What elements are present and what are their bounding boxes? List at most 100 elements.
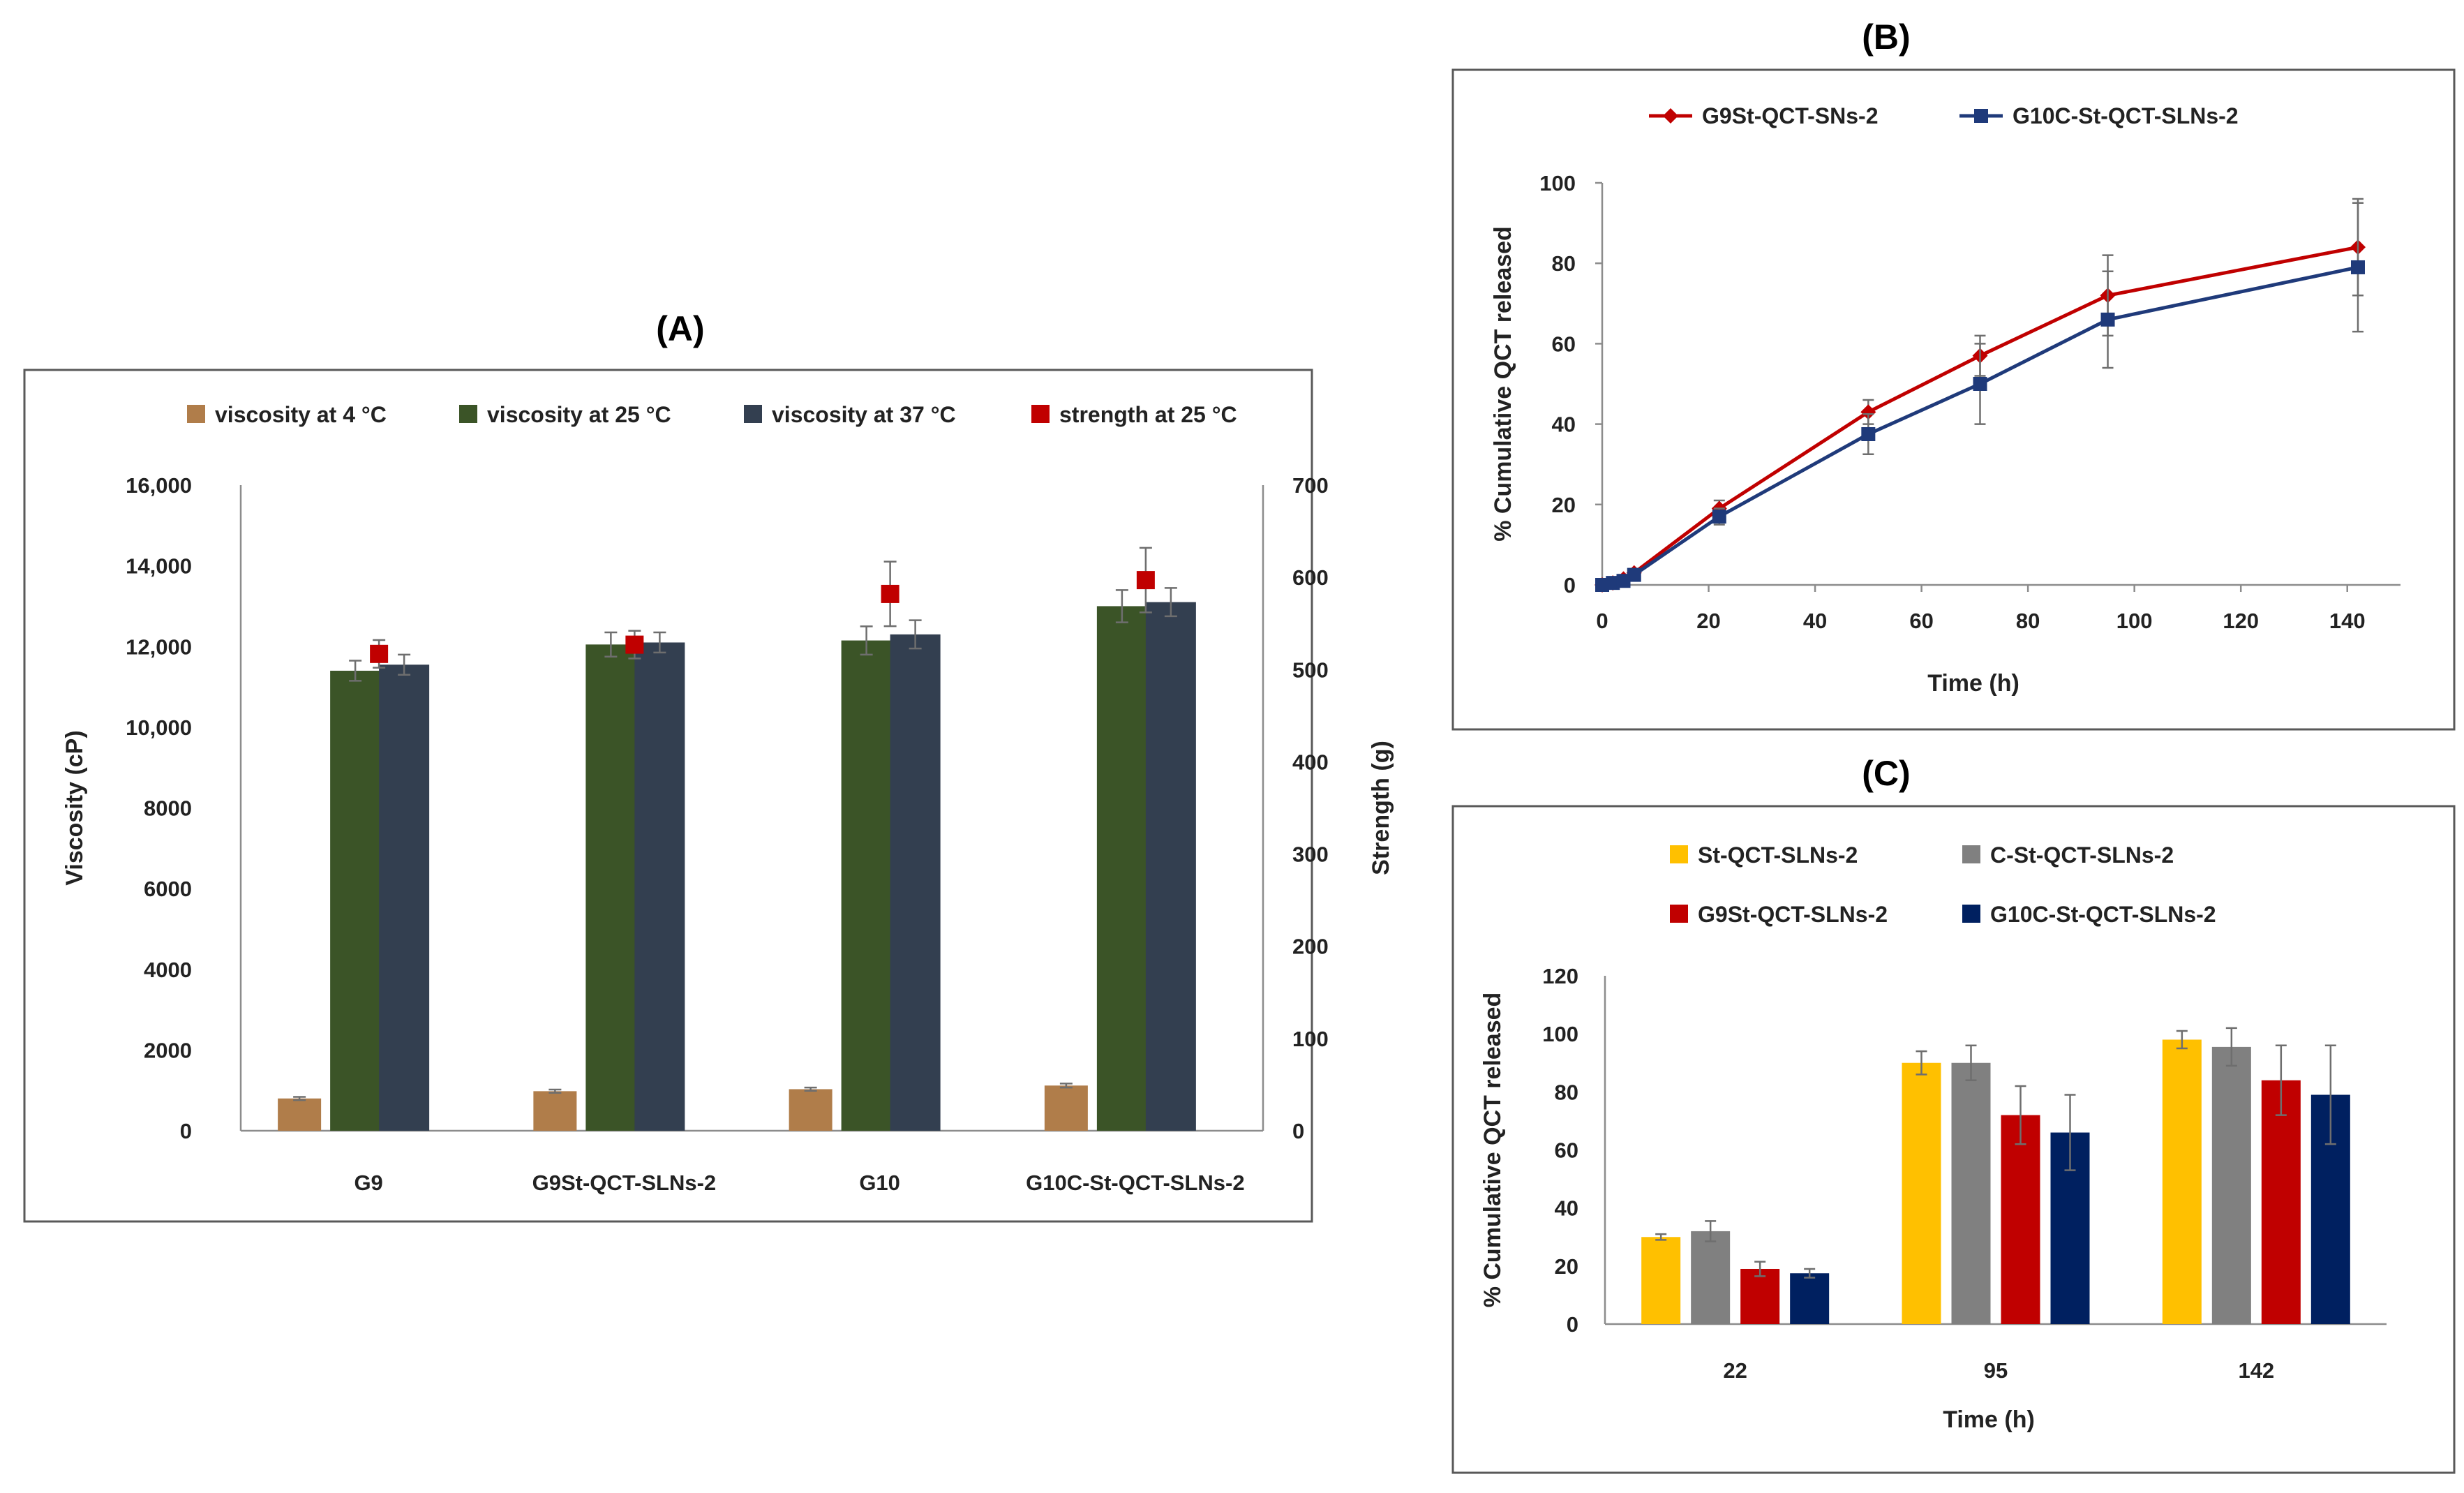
panel-b-x-tick-label: 40 — [1803, 609, 1827, 633]
panel-a-y2-tick-label: 400 — [1292, 750, 1329, 774]
panel-c-legend-swatch — [1670, 845, 1688, 863]
panel-b-label: (B) — [1862, 17, 1910, 57]
panel-b-y-tick-label: 100 — [1539, 171, 1576, 195]
panel-a-legend-swatch — [1031, 405, 1050, 423]
panel-c-y-tick-label: 60 — [1555, 1138, 1578, 1163]
panel-a-y-axis-title: Viscosity (cP) — [61, 730, 88, 885]
panel-a-y2-tick-label: 200 — [1292, 935, 1329, 959]
panel-a-strength-marker — [881, 584, 899, 603]
panel-c-bar — [1790, 1273, 1830, 1324]
panel-a-bar — [890, 634, 941, 1131]
panel-c-bar — [2261, 1080, 2301, 1324]
panel-a-y-tick-label: 16,000 — [126, 473, 192, 498]
panel-c-legend-label: St-QCT-SLNs-2 — [1698, 842, 1858, 868]
panel-b-data-point — [1616, 574, 1631, 588]
panel-c-legend-swatch — [1670, 905, 1688, 923]
panel-b-x-axis-title: Time (h) — [1927, 670, 2019, 697]
panel-c-legend-label: C-St-QCT-SLNs-2 — [1990, 842, 2174, 868]
panel-a-category-label: G10 — [859, 1171, 900, 1195]
panel-b-x-tick-label: 20 — [1696, 609, 1720, 633]
panel-a-y-tick-label: 8000 — [144, 796, 192, 821]
panel-a-y-tick-label: 2000 — [144, 1038, 192, 1062]
panel-a-y-tick-label: 4000 — [144, 958, 192, 982]
panel-a-bar — [379, 664, 430, 1131]
panel-a-y-tick-label: 14,000 — [126, 554, 192, 579]
panel-b-y-axis-title: % Cumulative QCT released — [1490, 226, 1516, 542]
panel-a-viscosity-chart: (A) 0200040006000800010,00012,00014,0001… — [23, 309, 1394, 1223]
panel-a-bar — [585, 644, 636, 1131]
panel-c-bar — [1902, 1062, 1941, 1324]
panel-c-y-tick-label: 100 — [1542, 1022, 1578, 1046]
panel-c-y-tick-label: 120 — [1542, 964, 1578, 988]
panel-c-x-axis-title: Time (h) — [1943, 1406, 2035, 1433]
panel-c-category-label: 142 — [2238, 1358, 2274, 1383]
panel-a-legend-label: viscosity at 4 °C — [215, 402, 387, 427]
panel-b-x-tick-label: 120 — [2223, 609, 2259, 633]
panel-a-legend-label: viscosity at 25 °C — [487, 402, 671, 427]
panel-b-y-tick-label: 80 — [1552, 251, 1576, 276]
panel-a-y2-tick-label: 600 — [1292, 565, 1329, 590]
panel-c-frame — [1451, 805, 2456, 1474]
panel-b-data-point — [1595, 578, 1609, 592]
panel-a-y-tick-label: 12,000 — [126, 634, 192, 659]
panel-b-y-tick-label: 60 — [1552, 332, 1576, 356]
panel-a-category-label: G9 — [354, 1171, 382, 1195]
panel-a-category-label: G9St-QCT-SLNs-2 — [532, 1171, 717, 1195]
panel-a-frame — [23, 369, 1313, 1223]
panel-c-y-tick-label: 40 — [1555, 1196, 1578, 1221]
panel-c-category-label: 95 — [1984, 1358, 2008, 1383]
panel-b-data-point — [1606, 576, 1620, 590]
panel-b-legend-marker — [1663, 108, 1678, 124]
panel-a-y2-tick-label: 700 — [1292, 473, 1329, 498]
panel-a-bar — [533, 1091, 577, 1131]
panel-b-x-tick-label: 0 — [1596, 609, 1608, 633]
panel-b-x-tick-label: 100 — [2116, 609, 2153, 633]
panel-b-y-tick-label: 40 — [1552, 413, 1576, 437]
panel-c-legend-label: G10C-St-QCT-SLNs-2 — [1990, 902, 2216, 927]
panel-a-y2-tick-label: 0 — [1292, 1119, 1304, 1143]
panel-b-x-tick-label: 80 — [2016, 609, 2040, 633]
panel-c-bar — [2211, 1046, 2251, 1324]
panel-b-frame — [1451, 68, 2456, 731]
panel-b-legend-label: G10C-St-QCT-SLNs-2 — [2013, 103, 2239, 128]
panel-b-legend-marker — [1974, 109, 1988, 123]
panel-a-y2-axis-title: Strength (g) — [1368, 741, 1394, 875]
panel-b-data-point — [1712, 510, 1726, 524]
panel-a-y2-tick-label: 500 — [1292, 658, 1329, 682]
panel-a-legend-label: viscosity at 37 °C — [772, 402, 956, 427]
panel-b-data-point — [2100, 312, 2115, 327]
panel-a-y-tick-label: 6000 — [144, 877, 192, 901]
panel-b-x-tick-label: 140 — [2329, 609, 2366, 633]
panel-b-data-point — [1973, 377, 1987, 391]
panel-c-bar — [2001, 1115, 2040, 1324]
panel-b-data-point — [2350, 260, 2365, 274]
panel-a-y2-tick-label: 300 — [1292, 842, 1329, 867]
panel-a-y2-tick-label: 100 — [1292, 1027, 1329, 1051]
panel-c-legend-label: G9St-QCT-SLNs-2 — [1698, 902, 1888, 927]
panel-c-legend-swatch — [1962, 905, 1980, 923]
panel-c-bar — [1641, 1237, 1681, 1324]
panel-c-bar — [1740, 1268, 1780, 1324]
panel-b-x-tick-label: 60 — [1909, 609, 1933, 633]
panel-b-y-tick-label: 20 — [1552, 493, 1576, 517]
panel-c-y-tick-label: 80 — [1555, 1080, 1578, 1104]
panel-b-data-point — [1627, 567, 1641, 582]
panel-a-bar — [278, 1098, 322, 1131]
panel-b-release-line-chart: (B) 0 20 40 60 80 100 0 20 40 60 80 100 120 140 Time (… — [1451, 17, 2456, 731]
panel-c-release-bar-chart: (C) 0 20 40 60 80 100 120 Time (h) % Cumulative … — [1451, 754, 2456, 1474]
panel-c-bar — [1951, 1062, 1991, 1324]
panel-a-y-tick-label: 10,000 — [126, 715, 192, 740]
panel-a-bar — [1096, 606, 1147, 1131]
panel-a-legend-swatch — [187, 405, 205, 423]
panel-c-bar — [2162, 1039, 2202, 1324]
panel-a-bar — [330, 670, 381, 1131]
panel-a-bar — [634, 642, 685, 1131]
panel-c-y-axis-title: % Cumulative QCT released — [1479, 993, 1506, 1308]
panel-a-strength-marker — [1136, 571, 1155, 590]
panel-a-legend-swatch — [744, 405, 762, 423]
panel-b-data-point — [1861, 427, 1876, 441]
panel-b-data-point — [1860, 404, 1876, 420]
panel-a-legend-swatch — [459, 405, 477, 423]
panel-a-strength-marker — [370, 644, 389, 663]
panel-c-label: (C) — [1862, 754, 1910, 793]
